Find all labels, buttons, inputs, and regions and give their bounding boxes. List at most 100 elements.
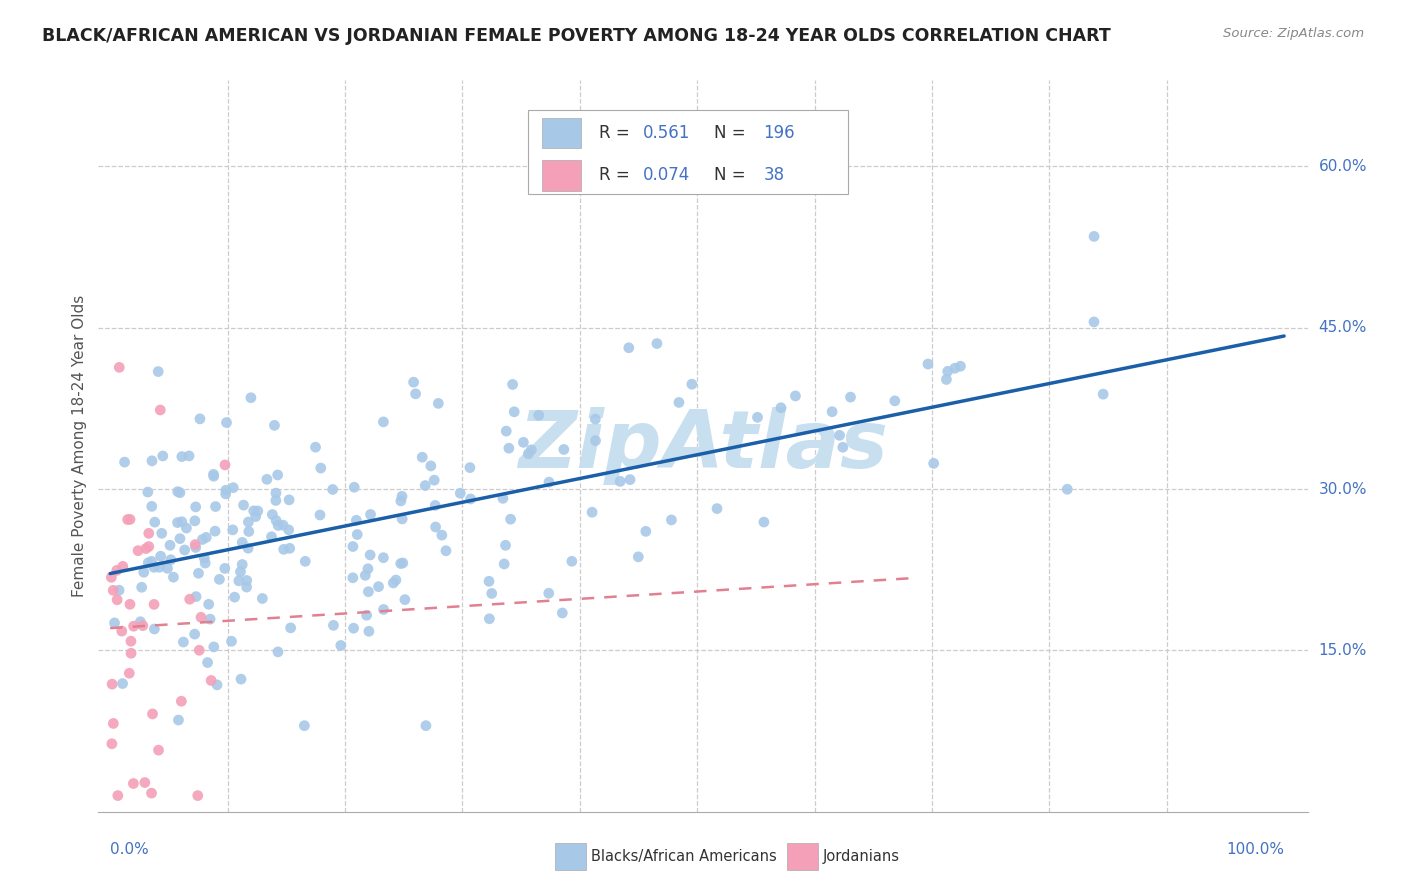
Point [478,612,501,626]
Point [173,543,195,558]
Point [373,602,395,616]
Point [118,597,141,611]
Point [148,743,170,757]
Bar [543,160,581,191]
Point [170,450,193,464]
Y-axis label: Female Poverty Among 18-24 Year Olds: Female Poverty Among 18-24 Year Olds [72,295,87,597]
Text: BLACK/AFRICAN AMERICAN VS JORDANIAN FEMALE POVERTY AMONG 18-24 YEAR OLDS CORRELA: BLACK/AFRICAN AMERICAN VS JORDANIAN FEMA… [42,27,1111,45]
Point [177,449,200,463]
Point [498,441,520,455]
Point [752,515,775,529]
Point [169,485,191,500]
Point [553,442,575,457]
Point [202,467,225,482]
Point [342,540,364,554]
Point [503,405,526,419]
Point [389,494,412,508]
Point [309,508,332,522]
Point [252,591,274,606]
Point [101,737,124,751]
Point [520,442,543,457]
Point [107,789,129,803]
Point [785,389,807,403]
Point [277,523,299,537]
Point [136,556,159,570]
Point [120,634,142,648]
Point [194,556,217,570]
Point [415,719,437,733]
Point [828,428,851,442]
Point [204,500,226,514]
Point [385,573,408,587]
Point [449,486,471,500]
Point [132,566,155,580]
Point [149,403,172,417]
Point [235,580,257,594]
Point [430,528,453,542]
Point [492,491,515,506]
Point [101,677,124,691]
Text: 0.561: 0.561 [643,124,690,142]
Point [138,526,160,541]
Point [172,635,194,649]
Point [159,552,181,566]
Point [342,571,364,585]
Point [831,440,853,454]
Point [245,509,267,524]
Point [200,673,222,688]
Point [176,521,198,535]
Point [425,499,447,513]
Point [1056,482,1078,496]
Point [391,512,413,526]
Point [114,455,136,469]
Point [411,450,433,465]
Point [609,475,631,489]
Point [839,390,862,404]
Point [170,515,193,529]
Text: 0.0%: 0.0% [110,842,149,857]
Point [184,538,207,552]
Point [357,584,380,599]
Point [427,396,450,410]
Point [561,554,583,568]
Point [264,493,287,508]
Point [382,576,405,591]
Point [359,548,381,562]
Point [527,409,550,423]
Point [1092,387,1115,401]
Point [267,645,290,659]
Point [141,706,163,721]
Point [205,678,228,692]
Point [460,491,482,506]
Point [143,598,166,612]
Point [373,550,395,565]
Point [231,535,253,549]
Point [166,484,188,499]
Point [129,615,152,629]
Point [156,561,179,575]
Point [202,469,225,483]
Point [179,592,201,607]
Point [198,612,221,626]
Point [1083,229,1105,244]
Point [162,570,184,584]
Point [391,489,413,503]
Point [499,512,522,526]
Point [357,624,380,639]
Point [150,526,173,541]
Point [494,557,516,571]
Point [143,560,166,574]
Point [537,475,560,490]
Point [202,640,225,654]
Point [883,393,905,408]
Point [105,592,128,607]
Point [419,458,441,473]
Point [149,549,172,564]
Point [228,574,250,588]
Point [357,562,380,576]
Text: 0.074: 0.074 [643,166,690,184]
Point [204,524,226,538]
Point [271,518,294,533]
Point [413,478,436,492]
Point [169,532,191,546]
